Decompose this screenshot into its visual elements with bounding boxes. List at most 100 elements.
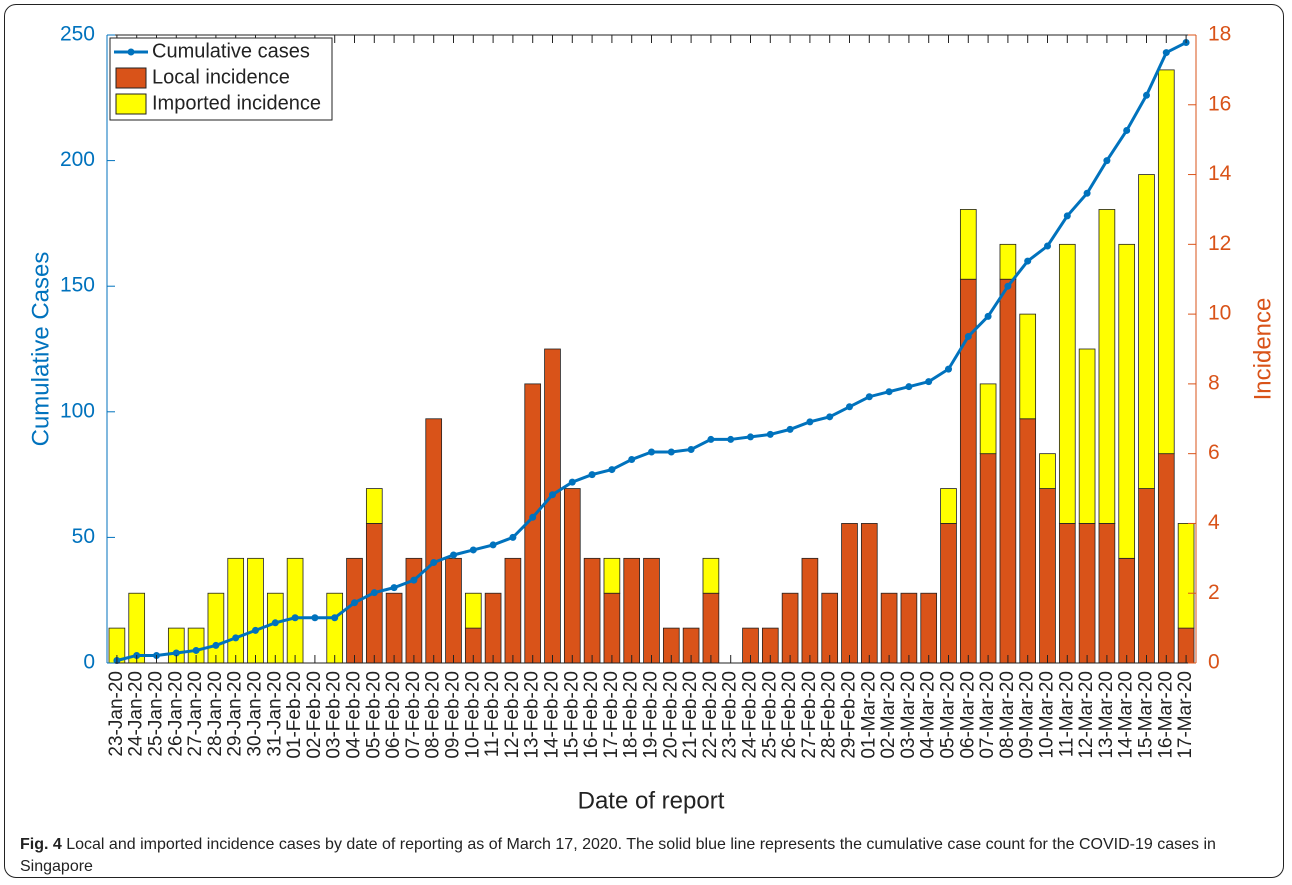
x-tick-label: 14-Mar-20 bbox=[1116, 671, 1137, 759]
line-marker bbox=[549, 491, 556, 499]
line-marker bbox=[885, 388, 893, 396]
bar bbox=[1098, 209, 1116, 524]
bar bbox=[801, 557, 819, 664]
x-tick-label: 09-Mar-20 bbox=[1017, 671, 1038, 759]
bar bbox=[365, 488, 383, 524]
x-tick-label: 18-Feb-20 bbox=[621, 671, 642, 759]
x-tick-label: 01-Mar-20 bbox=[858, 671, 879, 759]
x-tick-label: 27-Jan-20 bbox=[185, 671, 206, 757]
y-tick-label: 200 bbox=[60, 148, 95, 171]
line-marker bbox=[271, 619, 279, 627]
x-tick-label: 19-Feb-20 bbox=[641, 671, 662, 759]
y2-tick-label: 2 bbox=[1208, 581, 1220, 604]
bar bbox=[484, 592, 502, 664]
line-marker bbox=[766, 430, 774, 438]
legend-label: Cumulative cases bbox=[152, 40, 310, 62]
x-tick-label: 20-Feb-20 bbox=[660, 671, 681, 759]
line-marker bbox=[945, 365, 952, 373]
line-marker bbox=[865, 393, 873, 401]
bar bbox=[603, 592, 621, 664]
bar bbox=[425, 418, 443, 664]
line-marker bbox=[1083, 189, 1091, 197]
x-tick-label: 01-Feb-20 bbox=[284, 671, 305, 759]
line-marker bbox=[905, 383, 913, 391]
bar bbox=[1078, 523, 1096, 664]
legend-label: Local incidence bbox=[152, 66, 290, 88]
legend-swatch bbox=[127, 48, 135, 56]
line-marker bbox=[450, 551, 457, 559]
bar bbox=[266, 592, 284, 664]
x-tick-label: 02-Feb-20 bbox=[304, 671, 325, 759]
bar bbox=[940, 488, 957, 524]
y-tick-label: 100 bbox=[60, 399, 95, 422]
y2-axis-label: Incidence bbox=[1249, 298, 1276, 401]
line-marker bbox=[925, 378, 933, 386]
bar bbox=[346, 557, 363, 664]
line-marker bbox=[509, 533, 517, 541]
bar bbox=[1039, 453, 1056, 489]
bar bbox=[563, 488, 581, 664]
y-tick-label: 150 bbox=[60, 274, 95, 297]
line-marker bbox=[608, 466, 616, 474]
bar bbox=[1138, 174, 1155, 489]
bar bbox=[286, 557, 304, 664]
x-tick-label: 23-Feb-20 bbox=[720, 671, 741, 759]
legend-swatch bbox=[115, 93, 147, 115]
bar bbox=[1039, 488, 1056, 664]
bar bbox=[1078, 348, 1096, 524]
line-marker bbox=[232, 634, 240, 642]
x-tick-label: 12-Mar-20 bbox=[1076, 671, 1097, 759]
x-tick-label: 05-Mar-20 bbox=[938, 671, 959, 759]
line-marker bbox=[1044, 242, 1051, 250]
y2-tick-label: 16 bbox=[1208, 92, 1231, 115]
x-tick-label: 14-Feb-20 bbox=[542, 671, 563, 759]
line-marker bbox=[430, 559, 438, 567]
x-tick-label: 17-Mar-20 bbox=[1175, 671, 1196, 759]
x-tick-label: 25-Feb-20 bbox=[759, 671, 780, 759]
line-marker bbox=[370, 589, 378, 597]
bar bbox=[603, 557, 621, 594]
bar bbox=[326, 592, 344, 664]
bar bbox=[900, 592, 918, 664]
bar bbox=[1019, 313, 1037, 420]
line-marker bbox=[469, 546, 477, 554]
caption-text: Local and imported incidence cases by da… bbox=[20, 836, 1216, 875]
line-marker bbox=[192, 646, 200, 654]
x-tick-label: 16-Mar-20 bbox=[1155, 671, 1176, 759]
line-marker bbox=[1123, 126, 1131, 134]
x-tick-label: 31-Jan-20 bbox=[264, 671, 285, 757]
line-marker bbox=[984, 312, 992, 320]
x-tick-label: 27-Feb-20 bbox=[799, 671, 820, 759]
x-tick-label: 30-Jan-20 bbox=[245, 671, 266, 757]
bar bbox=[504, 557, 522, 664]
line-marker bbox=[1103, 157, 1111, 165]
x-tick-label: 03-Mar-20 bbox=[898, 671, 919, 759]
bar bbox=[583, 557, 601, 664]
line-marker bbox=[628, 456, 636, 464]
line-marker bbox=[727, 435, 735, 443]
y-axis-label: Cumulative Cases bbox=[27, 252, 54, 447]
x-tick-label: 26-Feb-20 bbox=[779, 671, 800, 759]
x-tick-label: 11-Mar-20 bbox=[1056, 671, 1077, 757]
x-tick-label: 02-Mar-20 bbox=[878, 671, 899, 759]
figure-frame bbox=[4, 4, 1284, 878]
line-marker bbox=[648, 448, 655, 456]
bar bbox=[227, 557, 245, 664]
legend-box bbox=[109, 37, 333, 121]
line-marker bbox=[172, 649, 180, 657]
bar bbox=[781, 592, 799, 664]
x-tick-label: 28-Feb-20 bbox=[819, 671, 840, 759]
bar bbox=[979, 453, 997, 664]
x-tick-label: 15-Mar-20 bbox=[1136, 671, 1157, 759]
line-marker bbox=[212, 641, 220, 649]
x-tick-label: 22-Feb-20 bbox=[700, 671, 721, 759]
bar bbox=[207, 592, 225, 664]
line-marker bbox=[1024, 257, 1032, 265]
x-tick-label: 24-Feb-20 bbox=[740, 671, 761, 759]
bar bbox=[1019, 418, 1037, 664]
bar bbox=[385, 592, 403, 664]
x-tick-label: 10-Mar-20 bbox=[1037, 671, 1058, 759]
bar bbox=[1177, 523, 1195, 629]
bar bbox=[979, 383, 997, 455]
bar bbox=[1058, 523, 1076, 664]
